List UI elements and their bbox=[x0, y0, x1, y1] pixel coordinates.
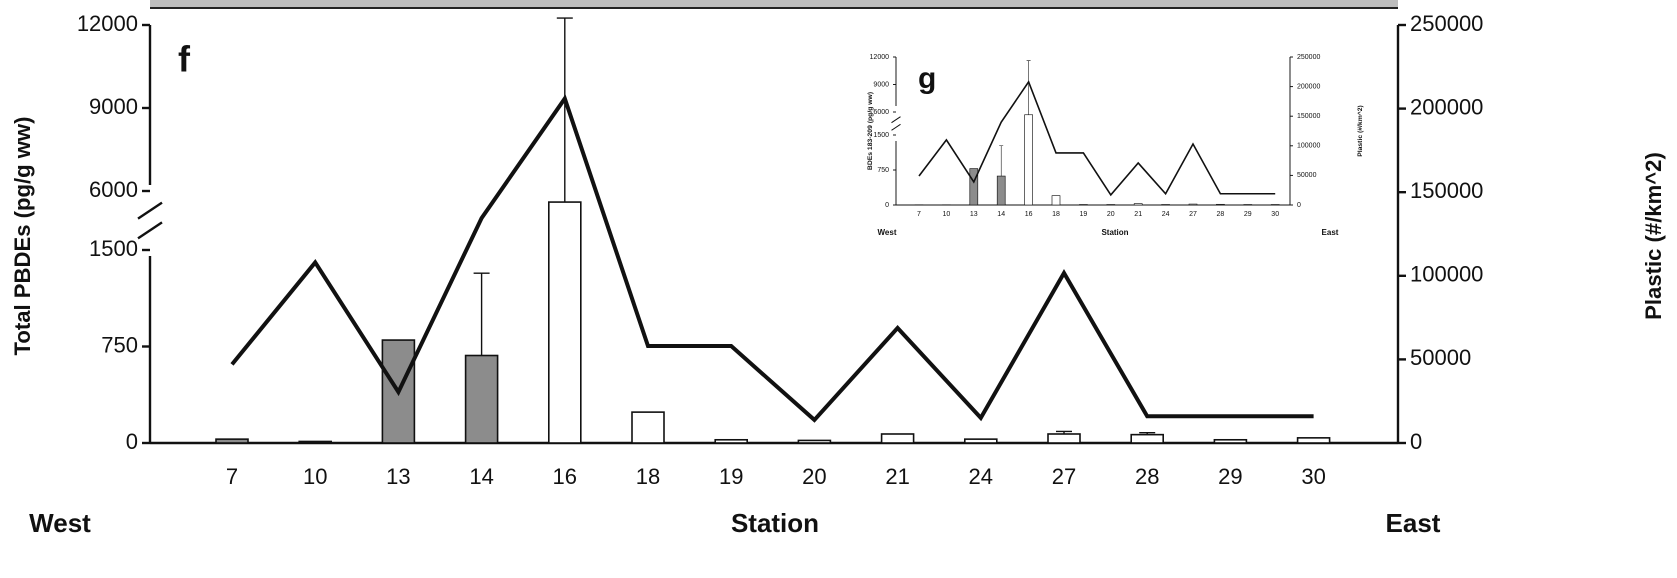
bar bbox=[797, 439, 832, 444]
x-tick-label: 30 bbox=[1271, 211, 1279, 218]
y-tick-label: 12000 bbox=[77, 11, 138, 36]
bar bbox=[381, 339, 416, 444]
x-tick-label: 16 bbox=[553, 464, 577, 489]
x-tick-label: 27 bbox=[1189, 211, 1197, 218]
bar bbox=[1188, 203, 1198, 206]
y-tick-label: 12000 bbox=[870, 54, 890, 61]
axis-break bbox=[137, 221, 163, 240]
x-tick-label: 7 bbox=[917, 211, 921, 218]
x-tick-label: 20 bbox=[802, 464, 826, 489]
bar bbox=[1051, 195, 1061, 206]
axis-break bbox=[891, 116, 901, 124]
x-tick-label: 14 bbox=[997, 211, 1005, 218]
x-tick-label: 13 bbox=[970, 211, 978, 218]
y-tick-label: 1500 bbox=[873, 132, 889, 139]
y-tick-label: 750 bbox=[877, 167, 889, 174]
x-axis-label: Station bbox=[731, 508, 819, 538]
y2-tick-label: 50000 bbox=[1297, 172, 1317, 179]
photo-strip bbox=[150, 0, 1398, 8]
y2-tick-label: 100000 bbox=[1410, 262, 1483, 287]
x-tick-label: 13 bbox=[386, 464, 410, 489]
bar bbox=[215, 438, 249, 444]
x-tick-label: 19 bbox=[719, 464, 743, 489]
error-bar bbox=[473, 272, 490, 356]
y2-tick-label: 100000 bbox=[1297, 143, 1320, 150]
x-tick-label: 19 bbox=[1080, 211, 1088, 218]
y-tick-label: 6000 bbox=[873, 109, 889, 116]
error-bar bbox=[1056, 430, 1072, 434]
x-tick-label: 18 bbox=[636, 464, 660, 489]
x-tick-label: 16 bbox=[1025, 211, 1033, 218]
x-tick-label: 28 bbox=[1217, 211, 1225, 218]
y-tick-label: 6000 bbox=[89, 177, 138, 202]
bar bbox=[996, 175, 1006, 206]
x-tick-label: 29 bbox=[1218, 464, 1242, 489]
bar bbox=[963, 438, 998, 444]
x-tick-label: 14 bbox=[469, 464, 493, 489]
y2-tick-label: 0 bbox=[1297, 202, 1301, 209]
x-tick-label: 28 bbox=[1135, 464, 1159, 489]
bar bbox=[714, 438, 749, 444]
x-tick-label: 30 bbox=[1301, 464, 1325, 489]
x-axis-label: West bbox=[878, 228, 897, 237]
y-tick-label: 9000 bbox=[89, 94, 138, 119]
y2-tick-label: 250000 bbox=[1297, 54, 1320, 61]
axis-break bbox=[891, 123, 901, 131]
line bbox=[230, 94, 1314, 423]
y2-tick-label: 200000 bbox=[1410, 94, 1483, 119]
error-bar bbox=[556, 17, 573, 203]
x-tick-label: 18 bbox=[1052, 211, 1060, 218]
error-bar bbox=[1026, 60, 1031, 115]
bar bbox=[969, 168, 979, 206]
bar bbox=[1296, 437, 1331, 444]
x-tick-label: 21 bbox=[1134, 211, 1142, 218]
y2-tick-label: 0 bbox=[1410, 429, 1422, 454]
y-tick-label: 1500 bbox=[89, 236, 138, 261]
x-tick-label: 29 bbox=[1244, 211, 1252, 218]
bar bbox=[298, 440, 333, 444]
x-axis-label: West bbox=[29, 508, 91, 538]
x-axis-label: East bbox=[1322, 228, 1339, 237]
y-tick-label: 750 bbox=[101, 332, 138, 357]
x-tick-label: 10 bbox=[303, 464, 327, 489]
panel-label: g bbox=[918, 62, 936, 95]
y2-tick-label: 250000 bbox=[1410, 11, 1483, 36]
y2-tick-label: 150000 bbox=[1410, 178, 1483, 203]
y-axis-label: Total PBDEs (pg/g ww) bbox=[10, 117, 35, 356]
x-axis-label: Station bbox=[1101, 228, 1128, 237]
y-axis-label: BDEs 183-209 (pg/g ww) bbox=[867, 92, 874, 170]
y2-tick-label: 200000 bbox=[1297, 83, 1320, 90]
y-tick-label: 0 bbox=[885, 202, 889, 209]
x-tick-label: 20 bbox=[1107, 211, 1115, 218]
bar bbox=[880, 433, 915, 444]
x-tick-label: 24 bbox=[969, 464, 993, 489]
x-tick-label: 27 bbox=[1052, 464, 1076, 489]
error-bar bbox=[1139, 432, 1156, 435]
bar bbox=[1216, 203, 1225, 206]
bar bbox=[1133, 203, 1143, 206]
bar bbox=[1130, 433, 1164, 444]
x-tick-label: 21 bbox=[885, 464, 909, 489]
x-axis-label: East bbox=[1386, 508, 1441, 538]
x-tick-label: 24 bbox=[1162, 211, 1170, 218]
bar bbox=[547, 201, 582, 444]
error-bar bbox=[999, 145, 1004, 177]
bar bbox=[1047, 433, 1081, 444]
bar bbox=[464, 354, 499, 444]
y-tick-label: 0 bbox=[126, 429, 138, 454]
y2-axis-label: Plastic (#/km^2) bbox=[1356, 105, 1364, 157]
x-tick-label: 10 bbox=[943, 211, 951, 218]
y-tick-label: 9000 bbox=[873, 81, 889, 88]
axis-break bbox=[137, 201, 163, 220]
bar bbox=[631, 411, 665, 444]
y2-tick-label: 50000 bbox=[1410, 345, 1471, 370]
y2-tick-label: 150000 bbox=[1297, 113, 1320, 120]
panel-label: f bbox=[178, 39, 191, 80]
bar bbox=[1213, 438, 1248, 444]
line bbox=[918, 80, 1276, 197]
y2-axis-label: Plastic (#/km^2) bbox=[1641, 152, 1666, 320]
bar bbox=[1024, 114, 1033, 206]
x-tick-label: 7 bbox=[226, 464, 238, 489]
